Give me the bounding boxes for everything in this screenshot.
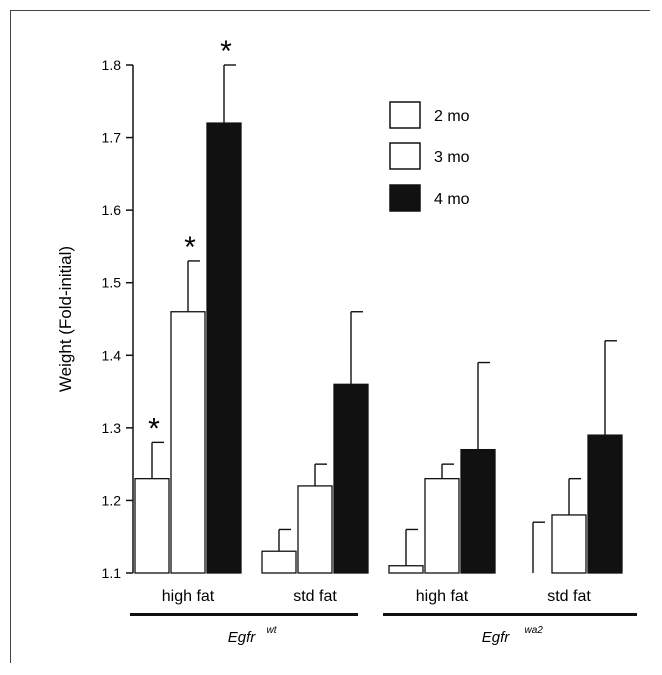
bar-3-4 <box>587 434 623 574</box>
y-tick-label: 1.7 <box>102 130 122 146</box>
bar-1-1 <box>134 478 170 574</box>
y-tick-label: 1.4 <box>102 347 122 363</box>
bar-2-2 <box>297 485 333 574</box>
group-label-superscript: wt <box>267 625 278 636</box>
y-tick-label: 1.1 <box>102 565 122 581</box>
legend-swatch-1 <box>389 101 421 129</box>
bar-3-3 <box>460 448 496 574</box>
legend-swatch-3 <box>389 184 421 212</box>
significance-star: * <box>148 412 160 445</box>
category-label: std fat <box>293 588 337 605</box>
y-tick-label: 1.8 <box>102 57 122 73</box>
y-tick-label: 1.6 <box>102 202 122 218</box>
legend-label: 4 mo <box>434 191 470 208</box>
significance-star: * <box>220 35 232 68</box>
group-underline <box>383 613 637 616</box>
group-label-1: Egfr <box>228 629 257 646</box>
significance-star: * <box>184 231 196 264</box>
bar-1-2 <box>261 550 297 574</box>
y-tick-label: 1.2 <box>102 492 122 508</box>
category-label: high fat <box>416 588 469 605</box>
group-label-2: Egfr <box>482 629 511 646</box>
chart-frame <box>10 10 650 663</box>
group-label-superscript: wa2 <box>525 625 544 636</box>
legend-swatch-2 <box>389 142 421 170</box>
bar-2-1 <box>170 311 206 574</box>
category-label: std fat <box>547 588 591 605</box>
bar-2-3 <box>424 478 460 574</box>
legend-label: 2 mo <box>434 108 470 125</box>
category-label: high fat <box>162 588 215 605</box>
y-axis-label: Weight (Fold-initial) <box>56 246 75 392</box>
y-tick-label: 1.3 <box>102 420 122 436</box>
group-underline <box>130 613 358 616</box>
bar-3-2 <box>333 383 369 574</box>
legend-label: 3 mo <box>434 149 470 166</box>
bar-2-4 <box>551 514 587 574</box>
y-tick-label: 1.5 <box>102 275 122 291</box>
bar-1-3 <box>388 565 424 574</box>
bar-3-1 <box>206 122 242 574</box>
